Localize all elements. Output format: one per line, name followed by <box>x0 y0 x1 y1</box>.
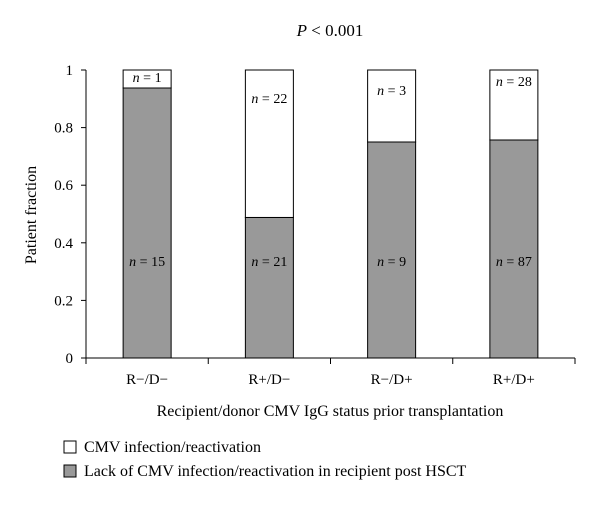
bar-count-label-lack: n = 21 <box>251 255 287 270</box>
bar-segment-lack <box>489 139 539 359</box>
x-tick-label: R−/D− <box>126 372 168 388</box>
title-rest: < 0.001 <box>307 21 363 40</box>
bar-segment-cmv <box>244 69 294 218</box>
x-tick-label: R−/D+ <box>371 372 413 388</box>
legend-label: CMV infection/reactivation <box>84 439 261 456</box>
bar-count-label-cmv: n = 28 <box>496 75 532 90</box>
chart-title: P < 0.001 <box>296 21 364 40</box>
bar-count-label-cmv: n = 3 <box>377 84 406 99</box>
bar-segment-lack <box>244 216 294 359</box>
legend-swatch <box>63 440 77 454</box>
legend: CMV infection/reactivation Lack of CMV in… <box>63 439 467 480</box>
y-tick-label: 0.6 <box>54 178 73 194</box>
y-tick-label: 0.8 <box>54 121 73 137</box>
y-tick-label: 0 <box>66 351 74 367</box>
bar-segment-lack <box>122 87 172 359</box>
x-axis-label: Recipient/donor CMV IgG status prior tra… <box>157 403 504 420</box>
bar-segment-cmv <box>367 69 417 143</box>
bar-count-label-lack: n = 9 <box>377 255 406 270</box>
bar-segment-lack <box>367 141 417 359</box>
x-tick-label: R+/D+ <box>493 372 535 388</box>
legend-swatch <box>63 464 77 478</box>
bar-count-label-cmv: n = 1 <box>133 71 162 86</box>
y-axis-label: Patient fraction <box>23 166 40 264</box>
title-p: P <box>296 21 307 40</box>
plot-area: 0 0.2 0.4 0.6 0.8 1 R−/D− R+/D− R−/D+ R+/D+ n = 15… <box>54 63 576 388</box>
bar-segment-cmv <box>122 69 172 89</box>
bar-count-label-cmv: n = 22 <box>251 92 287 107</box>
bar-count-label-lack: n = 15 <box>129 255 165 270</box>
bar-segment-cmv <box>489 69 539 141</box>
y-tick-label: 0.2 <box>54 293 73 309</box>
bar-count-label-lack: n = 87 <box>496 255 532 270</box>
y-tick-label: 0.4 <box>54 236 73 252</box>
legend-label: Lack of CMV infection/reactivation in re… <box>84 463 467 480</box>
x-tick-label: R+/D− <box>248 372 290 388</box>
y-tick-label: 1 <box>66 63 74 79</box>
